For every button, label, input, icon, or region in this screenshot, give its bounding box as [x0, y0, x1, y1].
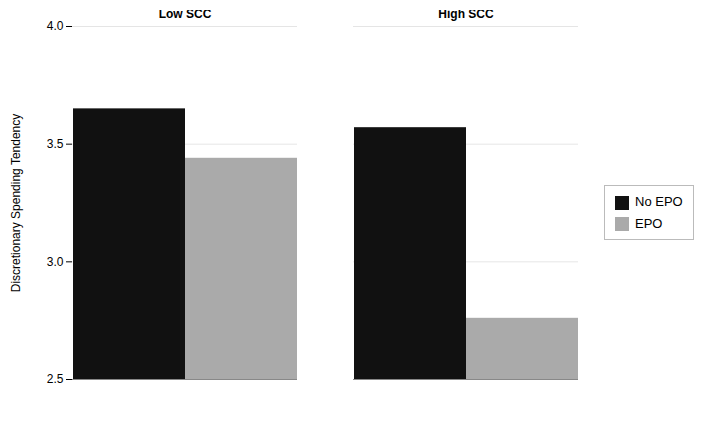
svg-text:2.5: 2.5: [47, 372, 64, 386]
svg-text:4.0: 4.0: [47, 19, 64, 33]
svg-text:Low SCC: Low SCC: [159, 10, 212, 21]
svg-text:Discretionary Spending Tendenc: Discretionary Spending Tendency: [9, 114, 23, 293]
svg-text:3.0: 3.0: [47, 255, 64, 269]
svg-text:3.5: 3.5: [47, 137, 64, 151]
html-text:EPO: EPO: [635, 215, 663, 231]
html-text:No EPO: No EPO: [635, 193, 683, 209]
svg-text:High SCC: High SCC: [438, 10, 494, 21]
